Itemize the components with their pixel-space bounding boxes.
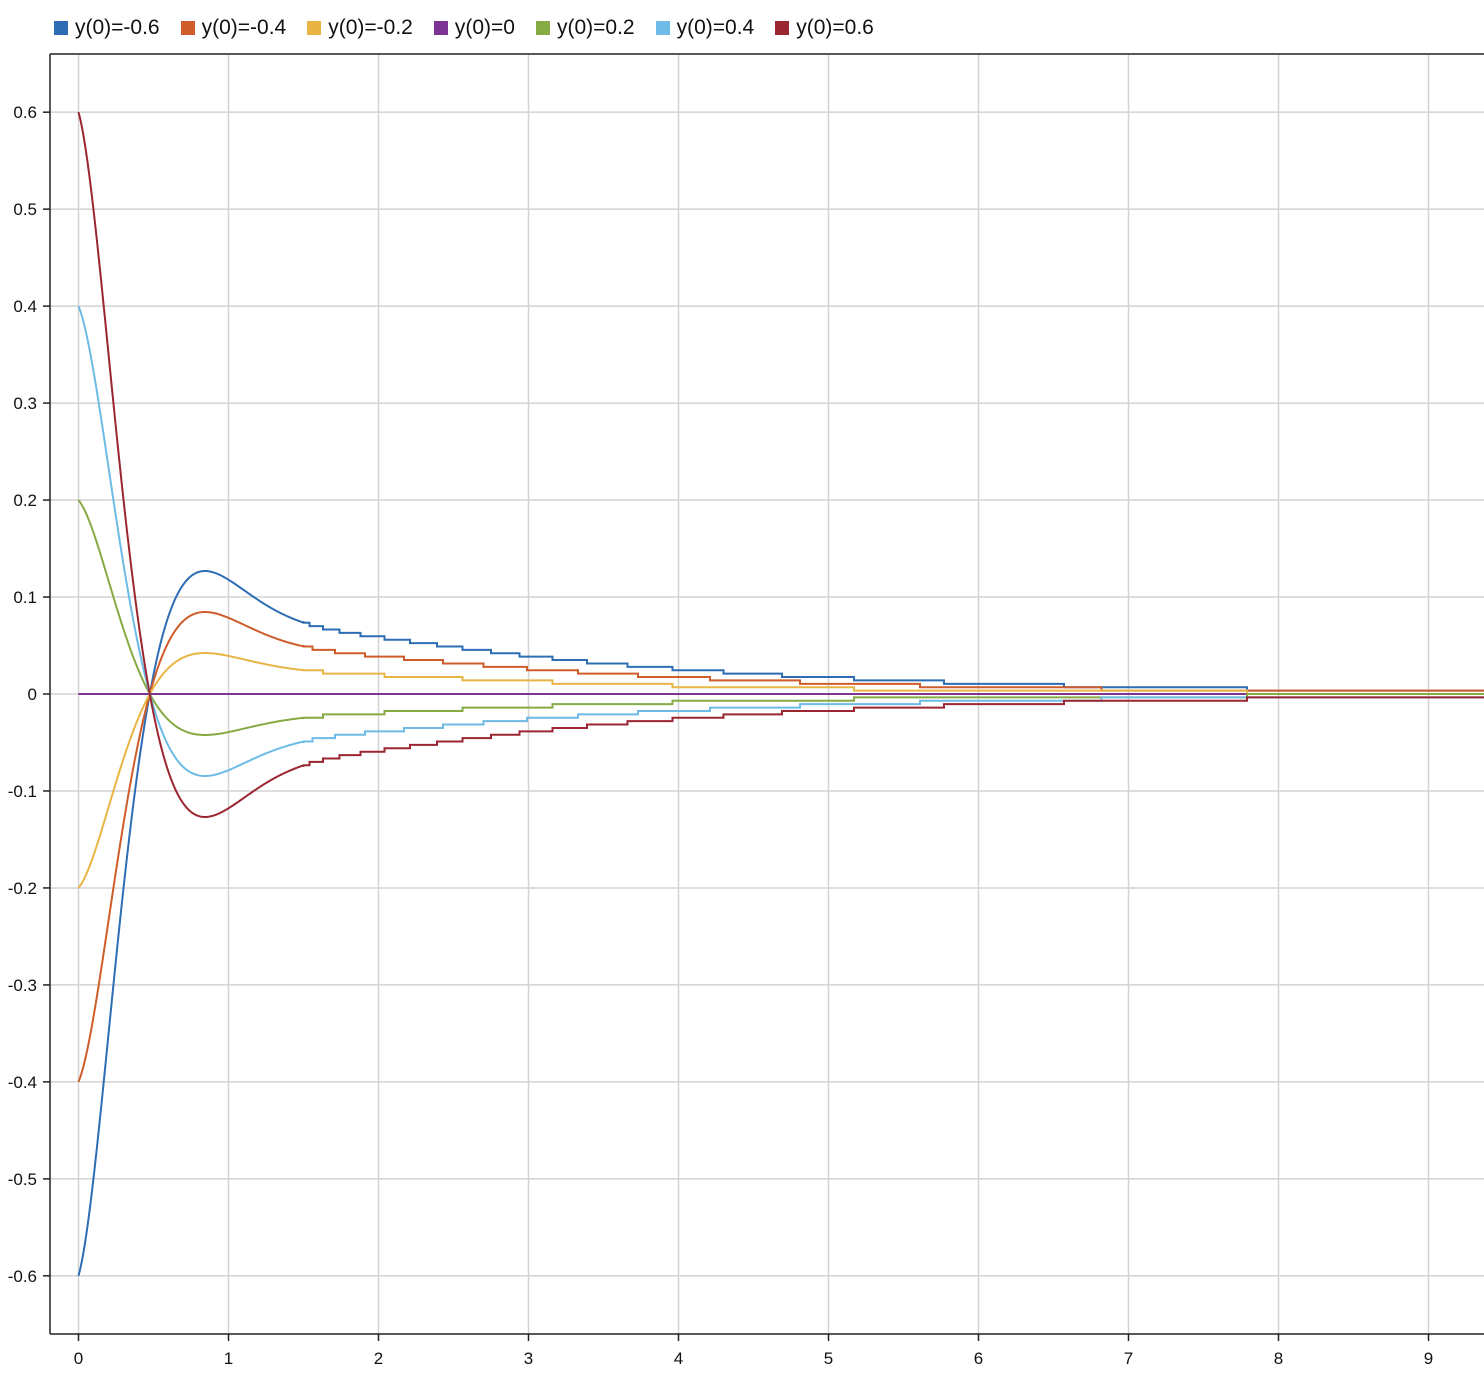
x-tick-label: 6 <box>974 1349 983 1368</box>
y-tick-label: 0.5 <box>13 200 37 219</box>
x-tick-label: 3 <box>524 1349 533 1368</box>
legend-swatch <box>536 21 550 35</box>
y-tick-label: -0.2 <box>8 879 37 898</box>
legend-swatch <box>181 21 195 35</box>
legend-item[interactable]: y(0)=0.6 <box>775 16 874 40</box>
y-tick-label: 0.6 <box>13 103 37 122</box>
x-tick-label: 4 <box>674 1349 683 1368</box>
series-group <box>79 112 1484 1276</box>
legend-label: y(0)=-0.6 <box>75 16 160 40</box>
series-line <box>79 306 1484 776</box>
legend-label: y(0)=0.2 <box>557 16 635 40</box>
y-tick-label: -0.1 <box>8 782 37 801</box>
legend-label: y(0)=-0.2 <box>328 16 413 40</box>
legend-swatch <box>775 21 789 35</box>
x-tick-label: 5 <box>824 1349 833 1368</box>
legend-label: y(0)=0.4 <box>677 16 755 40</box>
x-tick-label: 0 <box>74 1349 83 1368</box>
y-tick-label: -0.5 <box>8 1170 37 1189</box>
x-tick-label: 1 <box>224 1349 233 1368</box>
legend-swatch <box>54 21 68 35</box>
legend-swatch <box>434 21 448 35</box>
series-line <box>79 612 1484 1082</box>
legend-item[interactable]: y(0)=0.4 <box>656 16 755 40</box>
y-tick-label: -0.6 <box>8 1267 37 1286</box>
y-tick-label: -0.3 <box>8 976 37 995</box>
legend-item[interactable]: y(0)=-0.6 <box>54 16 160 40</box>
legend-swatch <box>307 21 321 35</box>
series-line <box>79 112 1484 817</box>
legend-label: y(0)=0.6 <box>796 16 874 40</box>
x-tick-label: 7 <box>1124 1349 1133 1368</box>
x-tick-label: 9 <box>1424 1349 1433 1368</box>
series-line <box>79 571 1484 1276</box>
legend: y(0)=-0.6 y(0)=-0.4 y(0)=-0.2 y(0)=0 y(0)=0.… <box>54 16 895 40</box>
y-tick-label: 0.1 <box>13 588 37 607</box>
legend-item[interactable]: y(0)=0 <box>434 16 515 40</box>
y-tick-label: 0.3 <box>13 394 37 413</box>
x-tick-label: 2 <box>374 1349 383 1368</box>
legend-label: y(0)=0 <box>455 16 515 40</box>
y-tick-label: 0.2 <box>13 491 37 510</box>
x-tick-label: 8 <box>1274 1349 1283 1368</box>
y-tick-label: 0.4 <box>13 297 37 316</box>
y-tick-label: 0 <box>28 685 37 704</box>
legend-item[interactable]: y(0)=-0.4 <box>181 16 287 40</box>
y-tick-label: -0.4 <box>8 1073 37 1092</box>
legend-swatch <box>656 21 670 35</box>
legend-label: y(0)=-0.4 <box>202 16 287 40</box>
legend-item[interactable]: y(0)=-0.2 <box>307 16 413 40</box>
legend-item[interactable]: y(0)=0.2 <box>536 16 635 40</box>
